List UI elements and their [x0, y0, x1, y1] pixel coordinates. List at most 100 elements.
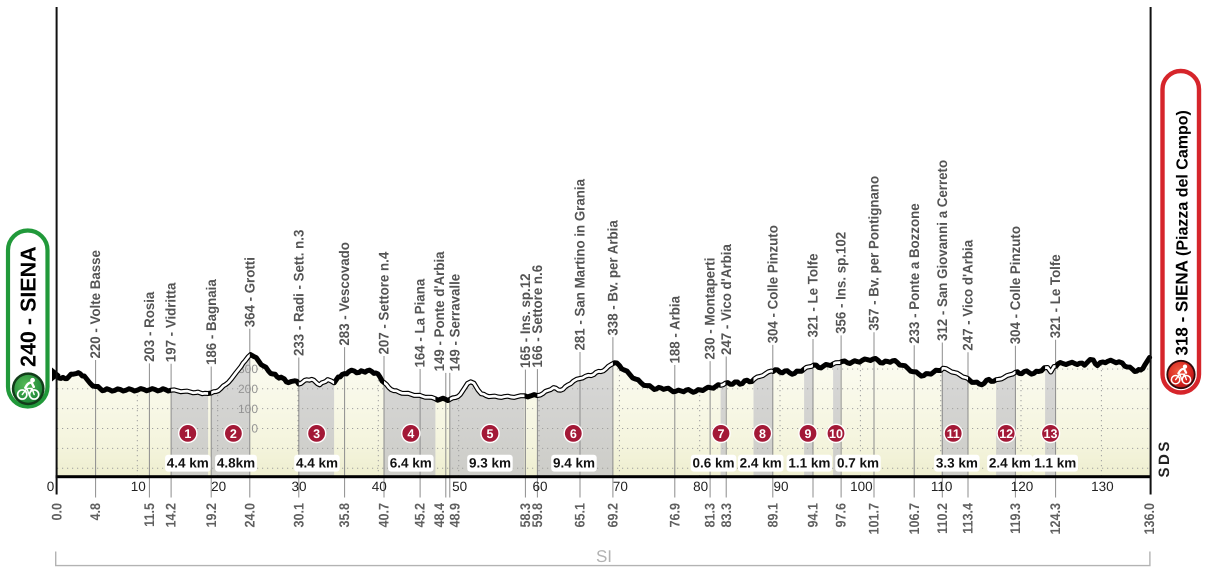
svg-text:203 - Rosia: 203 - Rosia: [141, 291, 157, 361]
svg-text:106.7: 106.7: [906, 503, 922, 535]
svg-text:76.9: 76.9: [666, 503, 682, 528]
svg-text:124.3: 124.3: [1047, 503, 1063, 535]
svg-text:40.7: 40.7: [376, 503, 392, 528]
svg-text:59.8: 59.8: [529, 503, 545, 528]
svg-text:304 - Colle Pinzuto: 304 - Colle Pinzuto: [1007, 226, 1023, 344]
svg-text:119.3: 119.3: [1007, 503, 1023, 534]
svg-text:1.1 km: 1.1 km: [788, 456, 830, 471]
svg-text:0.6 km: 0.6 km: [692, 456, 734, 471]
svg-text:233 - Ponte a Bozzone: 233 - Ponte a Bozzone: [906, 203, 922, 344]
svg-text:7: 7: [718, 427, 725, 441]
svg-text:247 - Vico d'Arbia: 247 - Vico d'Arbia: [960, 240, 976, 351]
svg-text:11: 11: [947, 427, 960, 441]
svg-text:5: 5: [487, 427, 494, 441]
svg-text:4.8km: 4.8km: [217, 456, 255, 471]
svg-text:338 - Bv. per Arbia: 338 - Bv. per Arbia: [605, 220, 621, 336]
svg-text:200: 200: [238, 382, 258, 396]
svg-text:110.2: 110.2: [934, 503, 950, 534]
svg-text:2.4 km: 2.4 km: [740, 456, 782, 471]
svg-text:312 - San Giovanni a Cerreto: 312 - San Giovanni a Cerreto: [934, 160, 950, 341]
svg-text:40: 40: [372, 479, 387, 494]
svg-text:357 - Bv. per Pontignano: 357 - Bv. per Pontignano: [866, 176, 882, 331]
svg-text:58.3: 58.3: [517, 503, 533, 528]
svg-text:240 - SIENA: 240 - SIENA: [17, 246, 41, 367]
svg-text:113.4: 113.4: [960, 503, 976, 534]
svg-text:166 - Settore n.6: 166 - Settore n.6: [529, 265, 545, 368]
svg-text:0.7 km: 0.7 km: [837, 456, 879, 471]
svg-text:35.8: 35.8: [336, 503, 352, 528]
svg-text:65.1: 65.1: [572, 503, 588, 528]
svg-text:20: 20: [211, 479, 226, 494]
svg-text:0: 0: [251, 422, 258, 436]
svg-text:80: 80: [693, 479, 708, 494]
svg-text:3: 3: [313, 427, 320, 441]
svg-text:188 - Arbia: 188 - Arbia: [666, 296, 682, 364]
svg-text:97.6: 97.6: [833, 503, 849, 528]
svg-text:321 - Le Tolfe: 321 - Le Tolfe: [1047, 254, 1063, 338]
svg-text:24.0: 24.0: [241, 503, 257, 528]
svg-text:318 - SIENA (Piazza del Campo): 318 - SIENA (Piazza del Campo): [1172, 110, 1191, 355]
svg-text:13: 13: [1044, 427, 1058, 441]
svg-text:6.4 km: 6.4 km: [390, 456, 432, 471]
svg-text:1: 1: [184, 427, 191, 441]
svg-text:10: 10: [131, 479, 146, 494]
svg-text:100: 100: [850, 479, 873, 494]
svg-text:186 - Bagnaia: 186 - Bagnaia: [203, 279, 219, 365]
svg-text:30: 30: [291, 479, 306, 494]
svg-text:4.4 km: 4.4 km: [296, 456, 338, 471]
svg-text:45.2: 45.2: [412, 503, 428, 528]
svg-text:14.2: 14.2: [163, 503, 179, 528]
svg-text:3.3 km: 3.3 km: [936, 456, 978, 471]
svg-text:11.5: 11.5: [141, 503, 157, 527]
svg-text:60: 60: [532, 479, 547, 494]
svg-text:233 - Radi - Sett. n.3: 233 - Radi - Sett. n.3: [290, 229, 306, 356]
svg-text:1.1 km: 1.1 km: [1034, 456, 1076, 471]
svg-text:281 - San Martino in Grania: 281 - San Martino in Grania: [572, 179, 588, 351]
svg-text:165 - Ins. sp.12: 165 - Ins. sp.12: [517, 273, 533, 368]
svg-text:247 - Vico d'Arbia: 247 - Vico d'Arbia: [718, 244, 734, 355]
svg-text:69.2: 69.2: [605, 503, 621, 528]
svg-text:230 - Montaperti: 230 - Montaperti: [702, 258, 718, 360]
svg-text:4: 4: [407, 427, 414, 441]
svg-text:4.4 km: 4.4 km: [167, 456, 209, 471]
svg-text:81.3: 81.3: [702, 503, 718, 528]
svg-text:89.1: 89.1: [764, 503, 780, 528]
svg-text:149 - Ponte d'Arbia: 149 - Ponte d'Arbia: [431, 251, 447, 371]
svg-text:9.3 km: 9.3 km: [469, 456, 511, 471]
svg-text:120: 120: [1011, 479, 1034, 494]
svg-text:9: 9: [805, 427, 812, 441]
svg-text:321 - Le Tolfe: 321 - Le Tolfe: [805, 253, 821, 337]
svg-text:0.0: 0.0: [49, 503, 65, 521]
svg-text:304 - Colle Pinzuto: 304 - Colle Pinzuto: [764, 225, 780, 343]
svg-text:164 - La Piana: 164 - La Piana: [412, 279, 428, 368]
svg-text:220 - Volte Basse: 220 - Volte Basse: [87, 250, 103, 359]
svg-text:197 - Vidritta: 197 - Vidritta: [163, 282, 179, 362]
svg-text:94.1: 94.1: [805, 503, 821, 528]
svg-text:48.4: 48.4: [431, 503, 447, 528]
svg-text:110: 110: [931, 479, 953, 494]
svg-text:50: 50: [452, 479, 467, 494]
svg-text:6: 6: [570, 427, 577, 441]
svg-text:207 - Settore n.4: 207 - Settore n.4: [376, 252, 392, 355]
svg-text:356 - Ins. sp.102: 356 - Ins. sp.102: [833, 232, 849, 334]
svg-text:100: 100: [238, 402, 258, 416]
svg-text:101.7: 101.7: [866, 503, 882, 535]
svg-text:0: 0: [47, 479, 55, 494]
svg-text:83.3: 83.3: [718, 503, 734, 528]
svg-text:136.0: 136.0: [1141, 503, 1157, 535]
svg-text:130: 130: [1091, 479, 1114, 494]
svg-text:SDS: SDS: [1156, 439, 1173, 477]
svg-text:9.4 km: 9.4 km: [553, 456, 595, 471]
svg-text:19.2: 19.2: [203, 503, 219, 528]
svg-text:12: 12: [999, 427, 1013, 441]
svg-text:90: 90: [773, 479, 788, 494]
svg-text:10: 10: [829, 427, 843, 441]
svg-text:2.4 km: 2.4 km: [989, 456, 1031, 471]
svg-text:SI: SI: [596, 547, 612, 566]
svg-text:4.8: 4.8: [87, 503, 103, 521]
svg-text:8: 8: [759, 427, 766, 441]
svg-text:48.9: 48.9: [446, 503, 462, 528]
svg-text:149 - Serravalle: 149 - Serravalle: [446, 274, 462, 372]
svg-text:30.1: 30.1: [290, 503, 306, 528]
svg-text:70: 70: [613, 479, 628, 494]
